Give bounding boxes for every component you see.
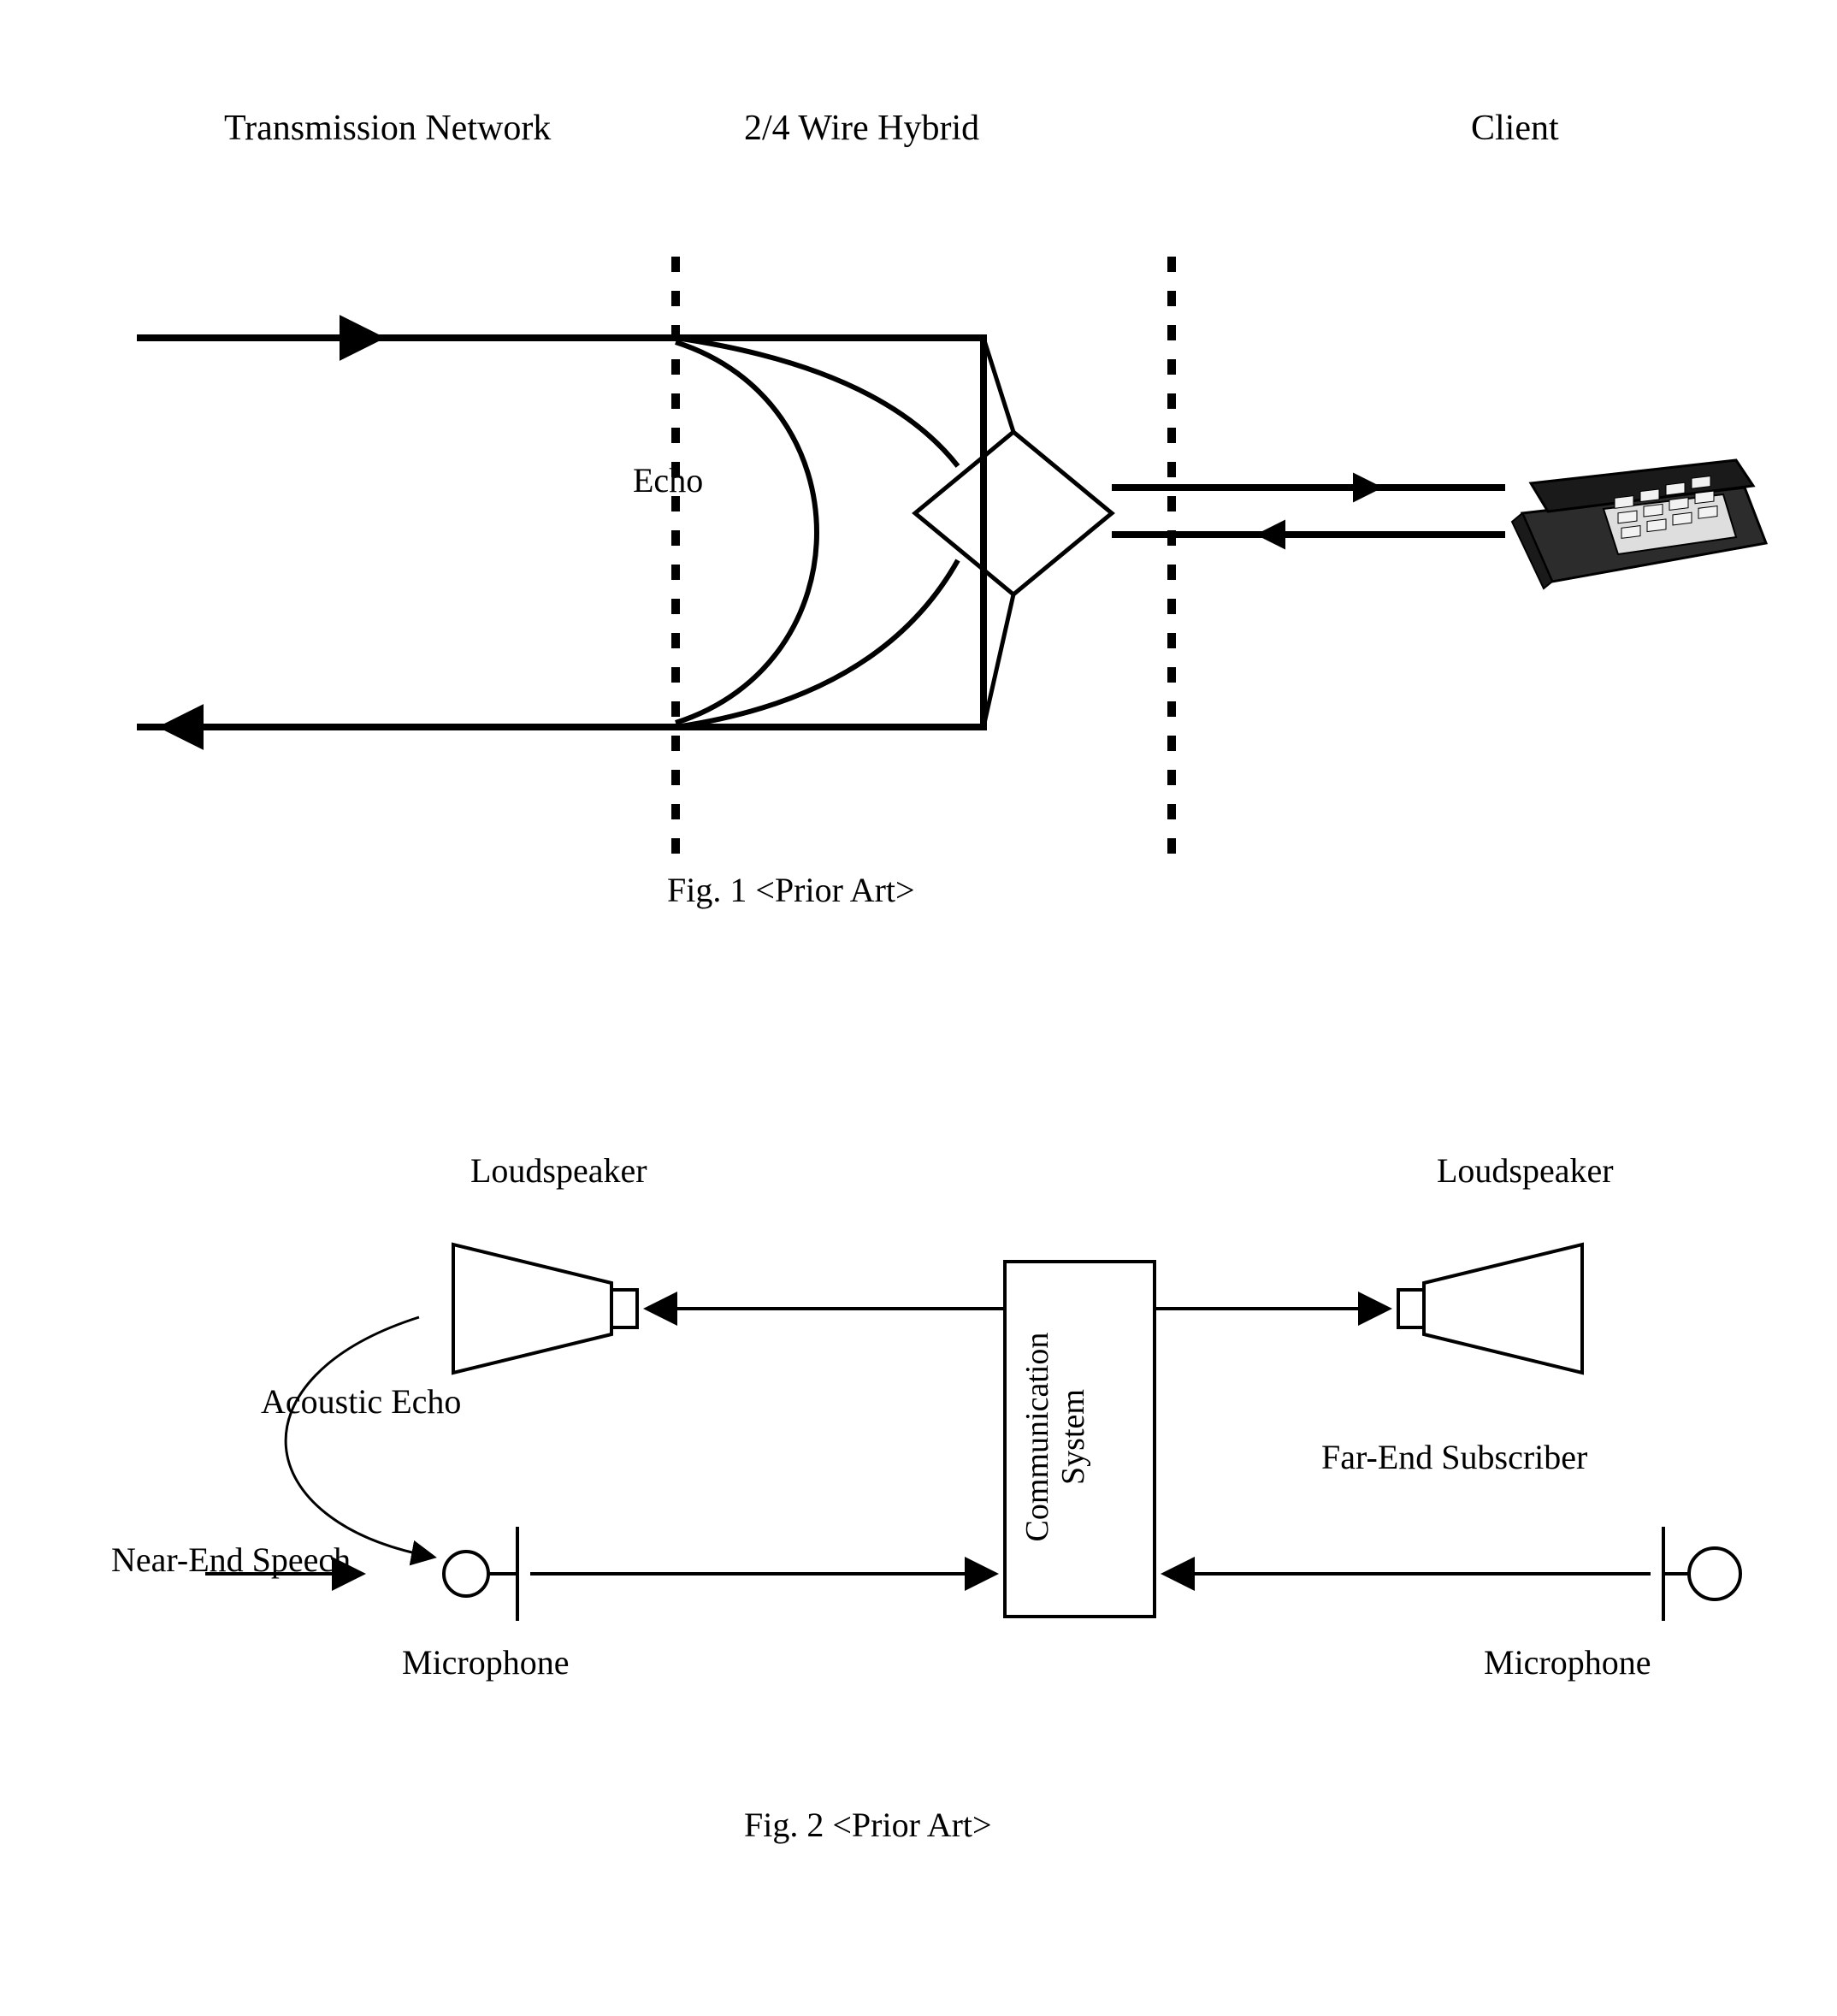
label-microphone-left: Microphone xyxy=(402,1642,570,1682)
label-far-end: Far-End Subscriber xyxy=(1321,1437,1587,1477)
loudspeaker-right-icon xyxy=(1398,1244,1582,1373)
label-near-end: Near-End Speech xyxy=(111,1540,351,1580)
label-microphone-right: Microphone xyxy=(1484,1642,1651,1682)
microphone-left-icon xyxy=(444,1527,517,1621)
fig2-svg xyxy=(0,0,1837,2016)
label-acoustic-echo: Acoustic Echo xyxy=(261,1381,461,1422)
diagram-canvas: Transmission Network 2/4 Wire Hybrid Cli… xyxy=(0,0,1837,2016)
microphone-right-icon xyxy=(1663,1527,1740,1621)
fig2-acoustic-echo-curve xyxy=(286,1317,432,1557)
label-loudspeaker-left: Loudspeaker xyxy=(470,1150,647,1191)
label-comm-system: Communication System xyxy=(1020,1333,1092,1542)
label-loudspeaker-right: Loudspeaker xyxy=(1437,1150,1614,1191)
fig2-caption: Fig. 2 <Prior Art> xyxy=(744,1805,992,1845)
loudspeaker-left-icon xyxy=(453,1244,637,1373)
